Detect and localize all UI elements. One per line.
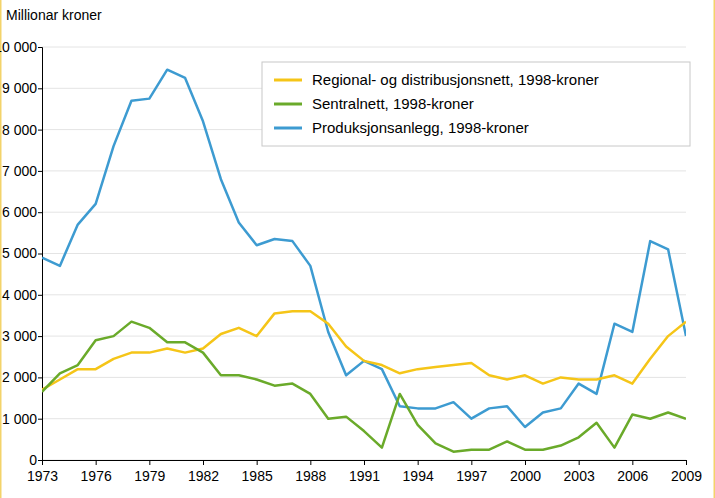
x-tick-label: 1976: [81, 468, 112, 484]
y-tick: 0: [29, 452, 42, 468]
y-tick: 7 000: [2, 163, 42, 179]
legend-label: Sentralnett, 1998-kroner: [312, 95, 474, 112]
x-tick-mark: [257, 460, 258, 465]
chart: 1973 1976 1979 1982 1985 1988 1991 1994 1997 2000…: [0, 0, 715, 498]
y-tick-mark: [38, 47, 42, 48]
series-line: [42, 322, 686, 452]
x-tick-mark: [418, 460, 419, 465]
y-tick-label: 10 000: [0, 39, 37, 55]
x-tick-mark: [632, 460, 633, 465]
x-tick: 1985: [242, 460, 273, 484]
y-tick-mark: [38, 295, 42, 296]
y-tick: 6 000: [2, 204, 42, 220]
grid-line: [42, 47, 686, 48]
x-tick-label: 1973: [27, 468, 58, 484]
grid-line: [42, 170, 686, 171]
x-tick-label: 1997: [456, 468, 487, 484]
legend-swatch: [274, 103, 302, 106]
y-tick-label: 6 000: [2, 204, 37, 220]
y-tick: 2 000: [2, 369, 42, 385]
legend-label: Produksjonsanlegg, 1998-kroner: [312, 119, 529, 136]
x-tick-label: 1988: [295, 468, 326, 484]
x-tick: 1976: [81, 460, 112, 484]
x-tick-label: 2000: [510, 468, 541, 484]
grid-line: [42, 336, 686, 337]
legend-swatch: [274, 79, 302, 82]
x-tick-label: 1991: [349, 468, 380, 484]
x-tick-label: 1982: [188, 468, 219, 484]
grid-line: [42, 253, 686, 254]
y-tick-label: 1 000: [2, 411, 37, 427]
x-tick-mark: [203, 460, 204, 465]
x-tick-mark: [364, 460, 365, 465]
y-tick: 5 000: [2, 245, 42, 261]
x-tick-label: 1979: [134, 468, 165, 484]
x-tick-label: 2003: [564, 468, 595, 484]
y-tick-label: 9 000: [2, 80, 37, 96]
y-tick-label: 8 000: [2, 122, 37, 138]
y-tick-label: 5 000: [2, 245, 37, 261]
y-tick-mark: [38, 212, 42, 213]
x-tick: 2003: [564, 460, 595, 484]
x-tick-mark: [471, 460, 472, 465]
y-axis-title: Millionar kroner: [6, 7, 102, 23]
y-tick-label: 2 000: [2, 369, 37, 385]
y-tick-mark: [38, 336, 42, 337]
x-tick-mark: [96, 460, 97, 465]
legend-box: [262, 62, 690, 146]
x-tick: 1982: [188, 460, 219, 484]
x-tick-mark: [149, 460, 150, 465]
y-tick-label: 4 000: [2, 287, 37, 303]
x-axis-line: [43, 461, 687, 466]
y-axis: 0 1 000 2 000 3 000 4 000 5 000 6 000 7 000 8 00…: [0, 39, 43, 468]
grid-line: [42, 294, 686, 295]
x-tick-label: 2006: [617, 468, 648, 484]
y-tick-mark: [38, 88, 42, 89]
x-tick-mark: [525, 460, 526, 465]
x-tick-label: 2009: [671, 468, 702, 484]
y-tick-mark: [38, 130, 42, 131]
x-tick: 1979: [134, 460, 165, 484]
x-tick: 1988: [295, 460, 326, 484]
page-border: [714, 0, 715, 498]
y-tick-label: 3 000: [2, 328, 37, 344]
y-tick-mark: [38, 377, 42, 378]
y-tick-label: 0: [29, 452, 37, 468]
y-tick: 10 000: [0, 39, 42, 55]
y-tick-label: 7 000: [2, 163, 37, 179]
y-tick: 1 000: [2, 411, 42, 427]
y-tick: 8 000: [2, 122, 42, 138]
y-tick: 3 000: [2, 328, 42, 344]
x-tick-mark: [686, 460, 687, 465]
legend: Regional- og distribusjonsnett, 1998-kro…: [262, 62, 690, 146]
x-tick: 2000: [510, 460, 541, 484]
x-tick-label: 1985: [242, 468, 273, 484]
legend-label: Regional- og distribusjonsnett, 1998-kro…: [312, 71, 599, 88]
grid-line: [42, 212, 686, 213]
x-tick: 1991: [349, 460, 380, 484]
y-axis-line: [38, 48, 43, 461]
x-tick: 2009: [671, 460, 702, 484]
y-tick: 4 000: [2, 287, 42, 303]
y-tick-mark: [38, 460, 42, 461]
x-tick: 1997: [456, 460, 487, 484]
x-tick-mark: [310, 460, 311, 465]
x-tick: 2006: [617, 460, 648, 484]
y-tick-mark: [38, 419, 42, 420]
y-tick-mark: [38, 254, 42, 255]
y-tick-mark: [38, 171, 42, 172]
y-tick: 9 000: [2, 80, 42, 96]
x-tick: 1994: [403, 460, 434, 484]
grid-line: [42, 418, 686, 419]
x-tick-mark: [579, 460, 580, 465]
x-tick-label: 1994: [403, 468, 434, 484]
x-axis: 1973 1976 1979 1982 1985 1988 1991 1994 1997 2000…: [27, 460, 702, 484]
legend-swatch: [274, 127, 302, 130]
grid-line: [42, 377, 686, 378]
